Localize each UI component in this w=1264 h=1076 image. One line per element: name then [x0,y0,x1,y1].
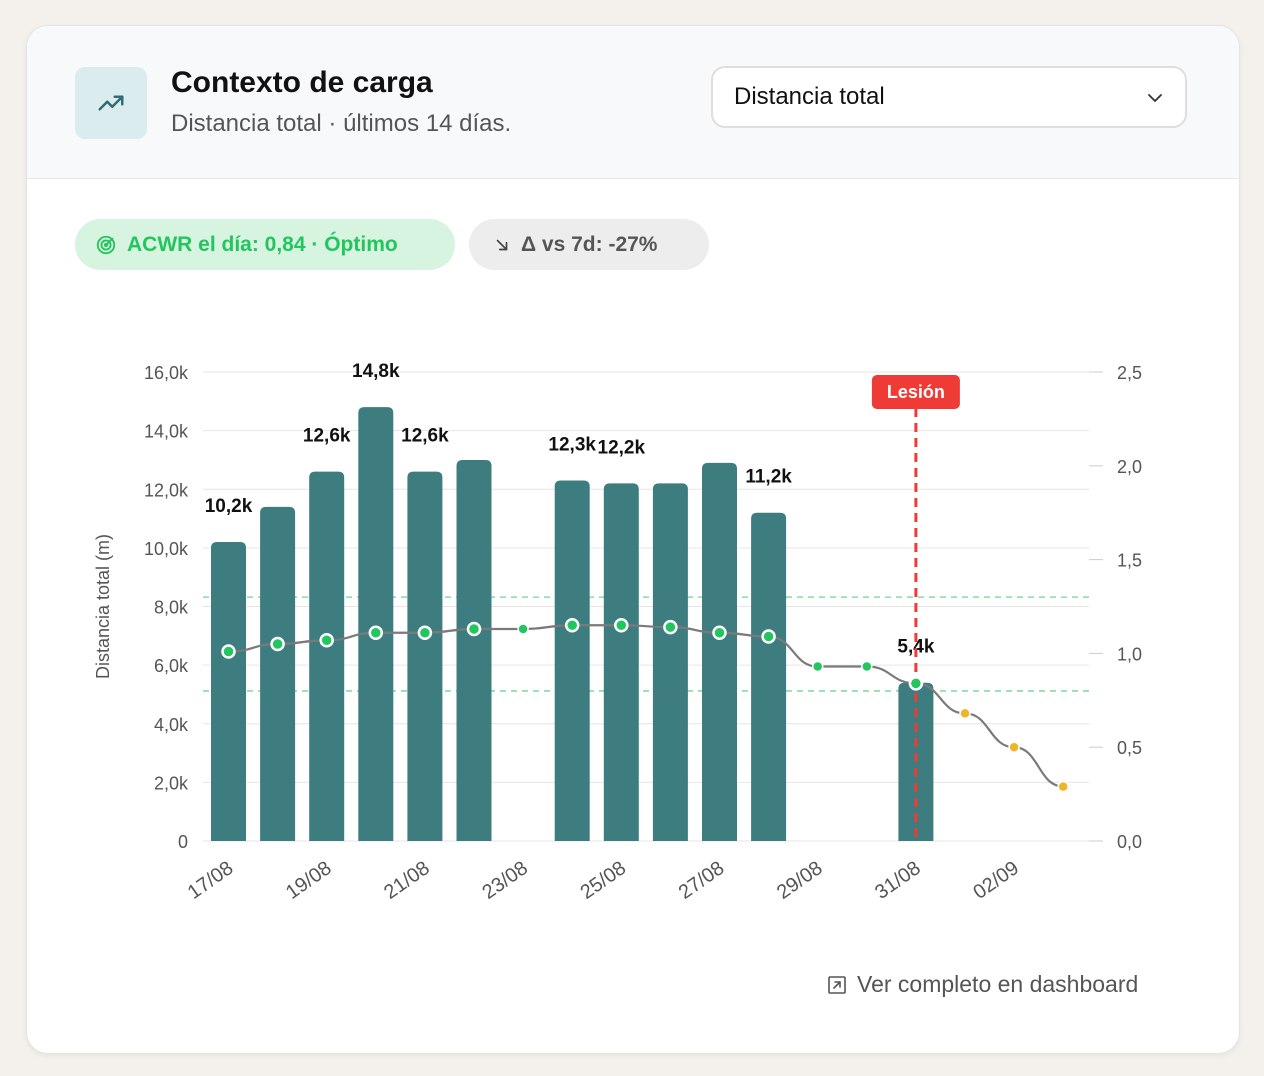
acwr-point [270,636,285,652]
acwr-forecast-point [1008,741,1020,753]
acwr-point [319,633,334,648]
y2-tick-label: 1,0 [1117,644,1142,664]
y2-tick-label: 0,5 [1117,738,1142,758]
acwr-point [908,676,924,691]
y-tick-label: 2,0k [154,773,189,793]
load-context-card: Contexto de carga Distancia total · últi… [26,25,1240,1054]
acwr-forecast-point [1057,780,1069,793]
x-tick-label: 17/08 [184,857,238,904]
external-link-icon [828,975,846,994]
y-tick-label: 16,0k [144,363,189,383]
acwr-point [517,623,529,635]
bar-data-label: 12,6k [401,426,449,447]
dashboard-link[interactable]: Ver completo en dashboard [827,971,1138,998]
card-subtitle: Distancia total · últimos 14 días. [171,110,512,137]
y-tick-label: 8,0k [154,598,189,618]
y2-tick-label: 0,0 [1117,832,1142,852]
bar [358,407,394,841]
y-axis-label: Distancia total (m) [93,534,113,679]
bar-data-label: 14,8k [352,361,400,382]
injury-label-bg [871,375,960,409]
x-tick-label: 02/09 [969,857,1023,904]
target-icon [96,235,116,254]
distance-acwr-chart: 0 2,0k 4,0k 6,0k 8,0k 10,0k 12,0k 14,0k 16,0k 0,0… [93,361,1142,904]
bar-data-label: 11,2k [745,467,792,488]
acwr-point [614,618,629,633]
y2-tick-label: 1,5 [1117,551,1142,571]
x-tick-label: 25/08 [577,857,631,904]
y-tick-label: 10,0k [144,539,189,559]
x-tick-label: 23/08 [478,857,532,904]
y-tick-label: 4,0k [154,715,189,735]
acwr-point [564,618,580,633]
bar [702,462,737,841]
x-tick-label: 21/08 [380,857,434,904]
metric-select-value: Distancia total [734,83,885,110]
x-tick-label: 31/08 [871,857,925,904]
bar-data-label: 12,3k [548,434,596,455]
acwr-point [861,660,873,673]
bar-data-label: 10,2k [205,496,253,517]
acwr-point [811,660,824,673]
acwr-line [228,624,1064,788]
dashboard-link-label: Ver completo en dashboard [857,971,1139,997]
acwr-point [417,625,433,641]
y2-tick-label: 2,0 [1117,457,1142,477]
trending-up-icon [75,67,147,139]
card-title: Contexto de carga [171,66,433,99]
delta-badge: Δ vs 7d: -27% [469,219,709,270]
x-tick-label: 27/08 [675,857,729,904]
delta-badge-label: Δ vs 7d: -27% [521,232,658,256]
bar-data-label: 5,4k [897,637,934,658]
bar [407,471,443,841]
bar [456,459,492,841]
acwr-point [368,625,384,641]
acwr-point [221,644,236,659]
y-tick-label: 14,0k [144,422,189,442]
bar [652,483,688,841]
bar [751,512,787,841]
arrow-down-right-icon [496,239,508,250]
y-tick-label: 0 [178,832,188,852]
bar [211,542,246,841]
acwr-point [466,621,482,637]
acwr-forecast-point [959,707,971,720]
bar [260,506,296,841]
acwr-point [663,619,678,635]
bar-data-label: 12,6k [303,426,351,447]
bar [309,471,345,841]
acwr-point [712,625,727,641]
acwr-badge-label: ACWR el día: 0,84 · Óptimo [127,232,398,256]
y-tick-label: 12,0k [144,480,189,500]
metric-select[interactable]: Distancia total [711,66,1187,128]
injury-label: Lesión [887,382,945,402]
acwr-badge: ACWR el día: 0,84 · Óptimo [75,219,455,270]
bar [603,483,639,841]
bar-data-label: 12,2k [598,437,646,458]
card-header: Contexto de carga Distancia total · últi… [27,26,1239,179]
x-tick-label: 19/08 [282,857,336,904]
acwr-point [761,629,776,644]
y2-tick-label: 2,5 [1117,363,1142,383]
y-tick-label: 6,0k [154,656,189,676]
chevron-down-icon [1148,94,1162,102]
bar [554,480,590,841]
x-tick-label: 29/08 [773,857,827,904]
